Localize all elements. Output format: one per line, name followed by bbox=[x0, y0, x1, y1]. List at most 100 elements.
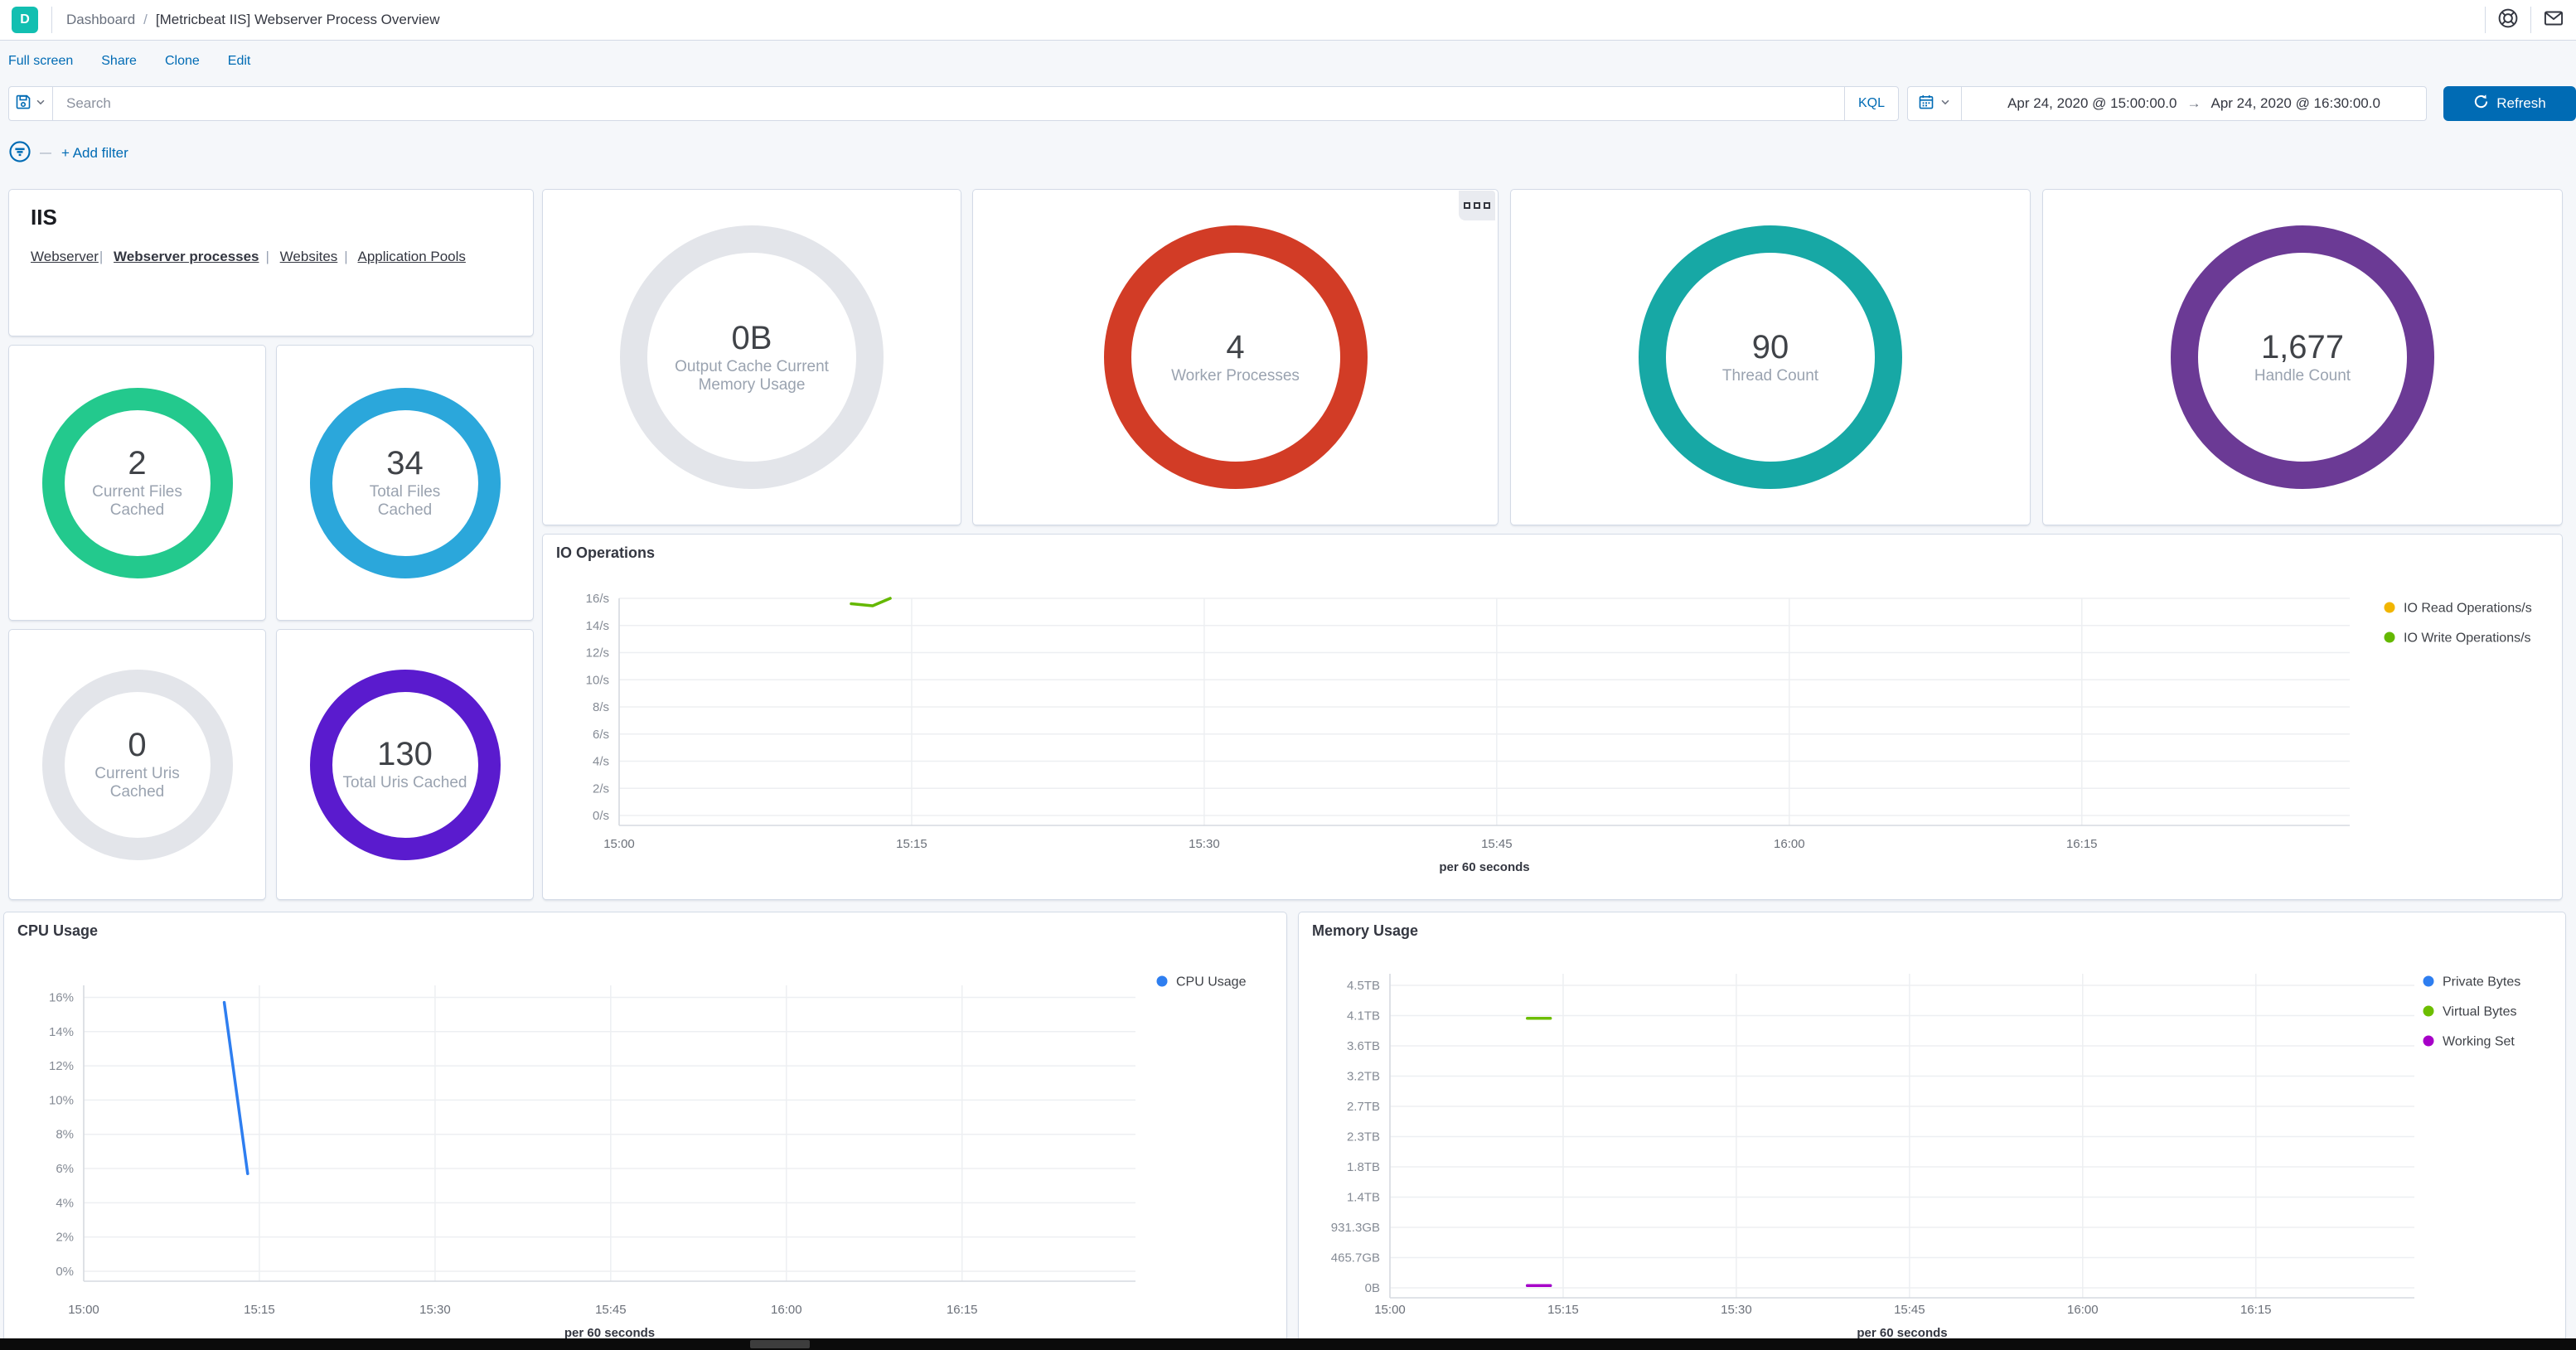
svg-text:0%: 0% bbox=[56, 1265, 74, 1279]
gauge-value: 4 bbox=[1226, 328, 1245, 365]
panel-options-button[interactable] bbox=[1459, 191, 1495, 220]
svg-text:15:00: 15:00 bbox=[1374, 1303, 1406, 1317]
svg-text:465.7GB: 465.7GB bbox=[1331, 1251, 1380, 1265]
gauge-total-uris-cached: 130 Total Uris Cached bbox=[276, 629, 534, 900]
svg-text:931.3GB: 931.3GB bbox=[1331, 1221, 1380, 1235]
svg-text:16:15: 16:15 bbox=[2066, 837, 2098, 851]
svg-text:15:45: 15:45 bbox=[1481, 837, 1513, 851]
cpu-usage-chart-panel[interactable]: CPU Usage 16% 14% 12% 10% 8% 6% 4% 2% 0% 15:00 15:… bbox=[3, 912, 1287, 1350]
search-box: KQL bbox=[52, 86, 1899, 121]
link-webserver[interactable]: Webserver bbox=[31, 249, 99, 264]
svg-text:15:30: 15:30 bbox=[1189, 837, 1220, 851]
svg-text:4%: 4% bbox=[56, 1196, 74, 1210]
breadcrumb-separator: / bbox=[143, 12, 148, 27]
svg-text:12/s: 12/s bbox=[586, 646, 609, 660]
svg-text:3.2TB: 3.2TB bbox=[1347, 1070, 1380, 1084]
clone-link[interactable]: Clone bbox=[164, 54, 200, 68]
gauge-current-uris-cached: 0 Current Uris Cached bbox=[8, 629, 266, 900]
breadcrumb-dashboard[interactable]: Dashboard bbox=[66, 12, 136, 27]
svg-text:6/s: 6/s bbox=[593, 728, 609, 742]
svg-text:16%: 16% bbox=[49, 990, 74, 1004]
gauge-total-files-cached: 34 Total Files Cached bbox=[276, 345, 534, 621]
gauge-label: Current Files Cached bbox=[92, 483, 182, 519]
gauge-output-cache-memory: 0B Output Cache Current Memory Usage bbox=[542, 189, 961, 525]
svg-text:15:15: 15:15 bbox=[896, 837, 927, 851]
svg-text:6%: 6% bbox=[56, 1162, 74, 1176]
mail-icon bbox=[2543, 7, 2564, 33]
link-separator: | bbox=[265, 249, 269, 264]
dashboard-menubar: Full screen Share Clone Edit bbox=[0, 41, 2576, 82]
newsfeed-button[interactable] bbox=[2531, 0, 2576, 40]
deployment-logo[interactable]: D bbox=[12, 7, 38, 33]
breadcrumb: Dashboard / [Metricbeat IIS] Webserver P… bbox=[66, 0, 440, 40]
gauge-label: Thread Count bbox=[1721, 366, 1819, 385]
kql-button[interactable]: KQL bbox=[1843, 87, 1898, 120]
horizontal-scrollbar[interactable] bbox=[0, 1338, 2576, 1350]
link-webserver-processes[interactable]: Webserver processes bbox=[114, 249, 259, 264]
svg-text:CPU Usage: CPU Usage bbox=[1176, 975, 1247, 990]
gauge-thread-count: 90 Thread Count bbox=[1510, 189, 2031, 525]
search-input[interactable] bbox=[53, 95, 1844, 112]
chart-canvas: 16/s 14/s 12/s 10/s 8/s 6/s 4/s 2/s 0/s 15:00 15:1… bbox=[586, 592, 2532, 874]
svg-text:8/s: 8/s bbox=[593, 700, 609, 714]
svg-text:4.5TB: 4.5TB bbox=[1347, 979, 1380, 993]
svg-text:3.6TB: 3.6TB bbox=[1347, 1039, 1380, 1053]
date-picker: Apr 24, 2020 @ 15:00:00.0 → Apr 24, 2020… bbox=[1907, 86, 2427, 121]
saved-query-button[interactable] bbox=[8, 86, 53, 121]
svg-text:16/s: 16/s bbox=[586, 592, 609, 606]
svg-text:16:00: 16:00 bbox=[1774, 837, 1805, 851]
gauge-value: 130 bbox=[377, 736, 433, 773]
svg-text:8%: 8% bbox=[56, 1128, 74, 1142]
date-range-arrow: → bbox=[2186, 95, 2201, 111]
svg-text:Virtual Bytes: Virtual Bytes bbox=[2443, 1005, 2517, 1019]
link-websites[interactable]: Websites bbox=[279, 249, 338, 264]
iis-links: Webserver| Webserver processes | Websites… bbox=[31, 249, 520, 265]
svg-text:per 60 seconds: per 60 seconds bbox=[1857, 1326, 1947, 1340]
chart-canvas: 16% 14% 12% 10% 8% 6% 4% 2% 0% 15:00 15:15 15:30 15:… bbox=[49, 975, 1247, 1341]
io-operations-chart-panel[interactable]: IO Operations 16/s 14/s 12/s 10/s 8/s 6/s 4/s 2… bbox=[542, 534, 2563, 900]
svg-text:15:30: 15:30 bbox=[1721, 1303, 1752, 1317]
svg-text:1.4TB: 1.4TB bbox=[1347, 1191, 1380, 1205]
date-start[interactable]: Apr 24, 2020 @ 15:00:00.0 bbox=[2007, 95, 2177, 111]
date-quick-select-button[interactable] bbox=[1908, 87, 1962, 120]
filter-icon[interactable] bbox=[8, 140, 31, 167]
chevron-down-icon bbox=[35, 96, 46, 112]
add-filter-link[interactable]: + Add filter bbox=[61, 145, 128, 161]
svg-text:per 60 seconds: per 60 seconds bbox=[1439, 860, 1529, 874]
svg-text:1.8TB: 1.8TB bbox=[1347, 1160, 1380, 1174]
svg-text:16:00: 16:00 bbox=[2067, 1303, 2099, 1317]
edit-link[interactable]: Edit bbox=[227, 54, 251, 68]
gauge-value: 34 bbox=[386, 445, 424, 482]
help-button[interactable] bbox=[2486, 0, 2530, 40]
gauge-current-files-cached: 2 Current Files Cached bbox=[8, 345, 266, 621]
date-range[interactable]: Apr 24, 2020 @ 15:00:00.0 → Apr 24, 2020… bbox=[1962, 95, 2426, 112]
navbar-divider bbox=[51, 7, 52, 33]
svg-text:0B: 0B bbox=[1365, 1281, 1380, 1295]
iis-title: IIS bbox=[31, 205, 57, 230]
filter-drag-dash bbox=[40, 152, 51, 154]
iis-markdown-panel: IIS Webserver| Webserver processes | Webs… bbox=[8, 189, 534, 336]
link-application-pools[interactable]: Application Pools bbox=[357, 249, 466, 264]
chevron-down-icon bbox=[1939, 96, 1951, 112]
svg-text:10%: 10% bbox=[49, 1093, 74, 1107]
gauge-label: Current Uris Cached bbox=[94, 765, 180, 801]
gauge-value: 0 bbox=[128, 727, 147, 764]
gauge-label: Worker Processes bbox=[1171, 366, 1300, 385]
full-screen-link[interactable]: Full screen bbox=[8, 54, 74, 68]
svg-text:15:45: 15:45 bbox=[595, 1303, 627, 1317]
scrollbar-handle[interactable] bbox=[750, 1340, 810, 1348]
refresh-label: Refresh bbox=[2496, 95, 2546, 111]
svg-text:10/s: 10/s bbox=[586, 673, 609, 687]
svg-text:15:15: 15:15 bbox=[1547, 1303, 1579, 1317]
gauge-label: Handle Count bbox=[2254, 366, 2351, 385]
date-end[interactable]: Apr 24, 2020 @ 16:30:00.0 bbox=[2210, 95, 2380, 111]
chart-title: CPU Usage bbox=[17, 922, 99, 939]
calendar-icon bbox=[1918, 94, 1934, 114]
refresh-button[interactable]: Refresh bbox=[2443, 86, 2576, 121]
svg-text:0/s: 0/s bbox=[593, 809, 609, 823]
share-link[interactable]: Share bbox=[101, 54, 137, 68]
gauge-label: Output Cache Current Memory Usage bbox=[675, 357, 829, 394]
gauge-value: 2 bbox=[128, 445, 147, 482]
memory-usage-chart-panel[interactable]: Memory Usage 4.5TB 4.1TB 3.6TB 3.2TB 2.7TB 2.… bbox=[1298, 912, 2566, 1350]
